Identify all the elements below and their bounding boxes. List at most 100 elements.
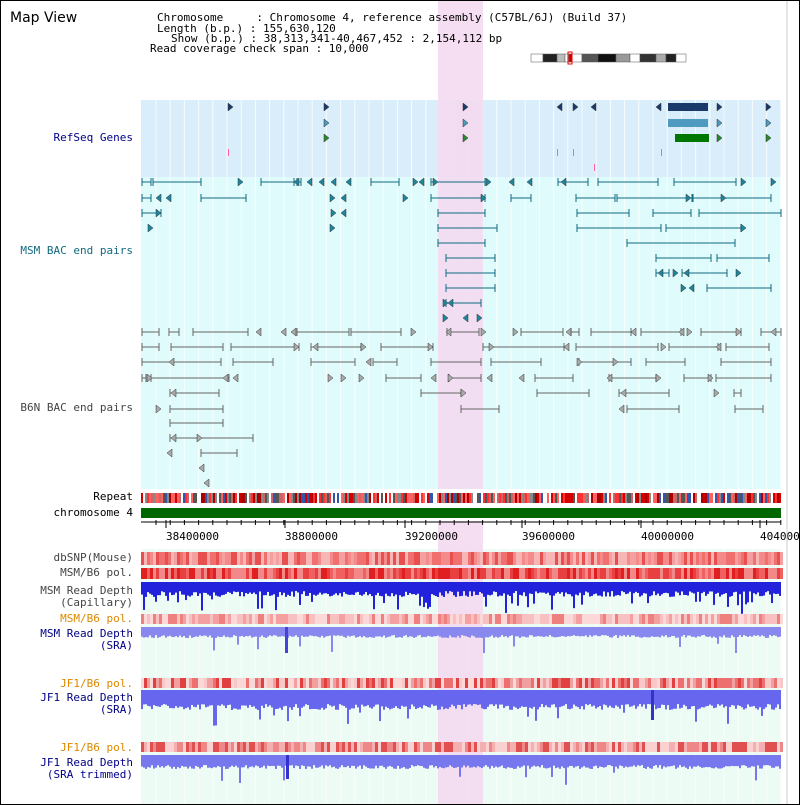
msm-bac-end-marker [480, 193, 487, 203]
jf1-read-depth-sra-bar [661, 690, 663, 705]
jf1-read-depth-trimmed-bar [375, 755, 377, 766]
repeat-segment [335, 493, 337, 503]
jf1-b6-polymorphism [255, 678, 258, 688]
msm-read-depth-capillary-bar [391, 582, 393, 594]
msm-read-depth-sra-bar [243, 627, 245, 637]
repeat-segment [359, 493, 361, 503]
repeat-segment [473, 493, 475, 503]
jf1-read-depth-sra-bar [227, 690, 229, 706]
jf1-b6-pol-label[interactable]: JF1/B6 pol. [60, 677, 133, 690]
jf1-read-depth-trimmed-bar [425, 755, 427, 769]
msm-read-depth-capillary-label[interactable]: MSM Read Depth [40, 584, 133, 597]
repeat-segment [145, 493, 147, 503]
msm-read-depth-capillary-bar [319, 582, 321, 593]
jf1-read-depth-sra-bar [433, 690, 435, 706]
b6n-bac-end-marker [735, 327, 742, 337]
msm-b6-polymorphism [417, 568, 420, 579]
b6n-bac-end-marker [480, 327, 487, 337]
refseq-genes-label[interactable]: RefSeq Genes [53, 131, 133, 144]
jf1-read-depth-sra-bar [691, 690, 693, 707]
jf1-b6-polymorphism [390, 678, 393, 688]
msm-b6-polymorphism [315, 568, 318, 579]
jf1-read-depth-sra-bar [511, 690, 513, 710]
jf1-read-depth-sra-bar [561, 690, 563, 707]
repeat-segment [461, 493, 463, 503]
msm-b6-polymorphism-2 [384, 614, 387, 624]
msm-read-depth-capillary-bar [337, 582, 339, 596]
msm-b6-polymorphism-2 [441, 614, 444, 624]
msm-b6-polymorphism [603, 568, 606, 579]
repeat-segment [715, 493, 717, 503]
repeat-segment [725, 493, 727, 503]
jf1-read-depth-trimmed-bar [517, 755, 519, 767]
b6n-bac-end-marker [715, 342, 722, 352]
msm-bac-end-marker [720, 193, 727, 203]
msm-read-depth-sra-label[interactable]: MSM Read Depth [40, 627, 133, 640]
jf1-b6-polymorphism-2 [294, 742, 297, 752]
jf1-read-depth-sra-bar [249, 690, 251, 706]
jf1-read-depth-trimmed-bar [197, 755, 199, 767]
msm-b6-pol-label[interactable]: MSM/B6 pol. [60, 566, 133, 579]
repeat-segment [199, 493, 201, 503]
jf1-read-depth-trimmed-bar [305, 755, 307, 769]
msm-read-depth-capillary-bar [495, 582, 497, 593]
dbsnp-density [396, 552, 399, 565]
msm-b6-polymorphism [735, 568, 738, 579]
msm-read-depth-capillary-bar [653, 582, 655, 592]
dbsnp-density [174, 552, 177, 565]
repeat-segment [623, 493, 625, 503]
msm-b6-polymorphism-2 [291, 614, 294, 624]
dbsnp-density [525, 552, 528, 565]
b6n-bac-end-marker [327, 373, 334, 383]
jf1-b6-polymorphism [198, 678, 201, 688]
jf1-read-depth-sra-bar [473, 690, 475, 705]
jf1-read-depth-trimmed-bar [341, 755, 343, 766]
jf1-read-depth-trimmed-bar [553, 755, 555, 766]
jf1-read-depth-sra-bar [547, 690, 549, 708]
repeat-segment [161, 493, 163, 503]
jf1-read-depth-trimmed-bar [223, 755, 225, 767]
msm-b6-polymorphism [162, 568, 165, 579]
b6n-bac-end-marker [447, 373, 454, 383]
msm-b6-polymorphism-2 [336, 614, 339, 624]
jf1-read-depth-trimmed-label[interactable]: JF1 Read Depth [40, 756, 133, 769]
msm-read-depth-sra-bar [759, 627, 761, 637]
msm-read-depth-capillary-bar [425, 582, 427, 603]
b6n-bac-end-pairs-label[interactable]: B6N BAC end pairs [20, 401, 133, 414]
msm-bac-end-pairs-label[interactable]: MSM BAC end pairs [20, 244, 133, 257]
b6n-bac-end-marker [678, 327, 685, 337]
msm-b6-polymorphism-2 [537, 614, 540, 624]
msm-read-depth-capillary-bar [505, 582, 507, 613]
jf1-read-depth-sra-bar [739, 690, 741, 706]
msm-read-depth-sra-bar [217, 627, 219, 637]
jf1-read-depth-sra-bar [515, 690, 517, 708]
msm-read-depth-sra-bar [567, 627, 569, 637]
msm-b6-polymorphism [255, 568, 258, 579]
msm-read-depth-capillary-bar [405, 582, 407, 592]
jf1-b6-polymorphism-2 [651, 742, 654, 752]
repeat-segment [629, 493, 631, 503]
msm-b6-pol-label-2[interactable]: MSM/B6 pol. [60, 612, 133, 625]
msm-read-depth-capillary-bar [745, 582, 747, 605]
jf1-b6-pol-label-2[interactable]: JF1/B6 pol. [60, 741, 133, 754]
dbsnp-label[interactable]: dbSNP(Mouse) [53, 551, 133, 564]
jf1-b6-polymorphism [756, 678, 759, 688]
jf1-read-depth-trimmed-bar [189, 755, 191, 767]
jf1-read-depth-sra-bar [287, 690, 289, 722]
msm-read-depth-capillary-bar [757, 582, 759, 593]
msm-b6-polymorphism-2 [735, 614, 738, 624]
jf1-b6-polymorphism-2 [690, 742, 693, 752]
msm-read-depth-sra-bar [559, 627, 561, 637]
refseq-tick [661, 149, 662, 156]
dbsnp-density [399, 552, 402, 565]
dbsnp-density [645, 552, 648, 565]
repeat-segment [307, 493, 309, 503]
msm-b6-polymorphism-2 [288, 614, 291, 624]
msm-read-depth-sra-bar [691, 627, 693, 637]
jf1-b6-polymorphism-2 [201, 742, 204, 752]
dbsnp-density [261, 552, 264, 565]
msm-b6-polymorphism [276, 568, 279, 579]
jf1-b6-polymorphism-2 [543, 742, 546, 752]
jf1-read-depth-sra-label[interactable]: JF1 Read Depth [40, 691, 133, 704]
